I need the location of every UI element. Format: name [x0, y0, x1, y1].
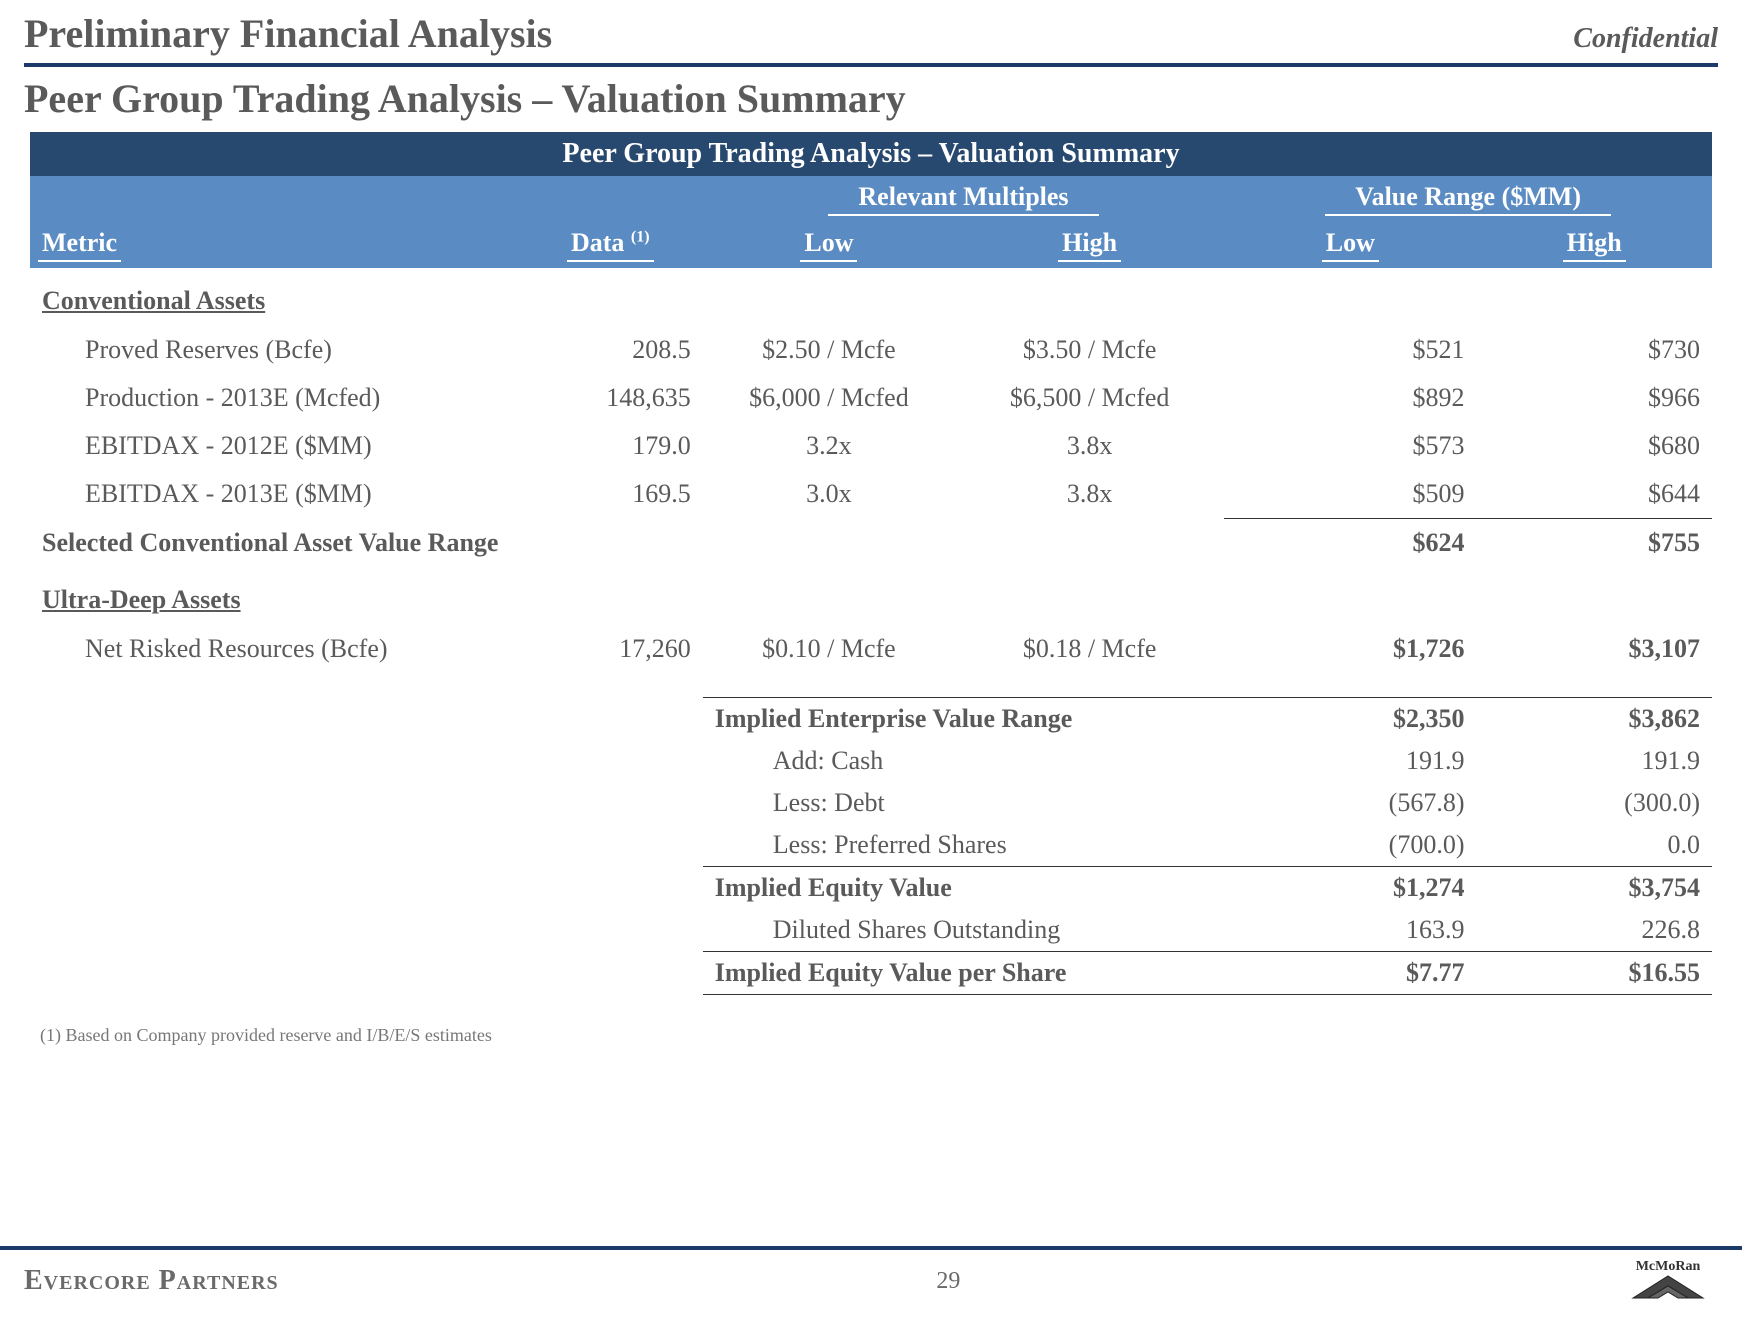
cell-vr-low: $509 [1224, 470, 1476, 519]
summary-label: Less: Debt [703, 782, 1224, 824]
cell-low: $6,000 / Mcfed [703, 374, 955, 422]
cell-vr-high: $680 [1476, 422, 1712, 470]
summary-label: Implied Enterprise Value Range [703, 697, 1224, 740]
col-high: High [1058, 228, 1121, 262]
table-row: EBITDAX - 2013E ($MM)169.53.0x3.8x$509$6… [30, 470, 1712, 519]
cell-low: $2.50 / Mcfe [703, 326, 955, 374]
summary-high: (300.0) [1476, 782, 1712, 824]
col-low: Low [800, 228, 857, 262]
summary-low: 191.9 [1224, 740, 1476, 782]
summary-low: $1,274 [1224, 866, 1476, 909]
summary-row: Less: Debt(567.8)(300.0) [30, 782, 1712, 824]
table-row: EBITDAX - 2012E ($MM)179.03.2x3.8x$573$6… [30, 422, 1712, 470]
summary-label: Diluted Shares Outstanding [703, 909, 1224, 952]
table-row: Proved Reserves (Bcfe)208.5$2.50 / Mcfe$… [30, 326, 1712, 374]
table-row: Net Risked Resources (Bcfe)17,260$0.10 /… [30, 625, 1712, 673]
col-metric: Metric [38, 228, 121, 262]
col-data: Data (1) [567, 228, 654, 262]
cell-vr-low: $1,726 [1224, 625, 1476, 673]
cell-high: $6,500 / Mcfed [955, 374, 1224, 422]
col-group-value-range: Value Range ($MM) [1325, 182, 1611, 216]
cell-metric: EBITDAX - 2012E ($MM) [30, 422, 518, 470]
cell-data: 148,635 [518, 374, 703, 422]
cell-low: $0.10 / Mcfe [703, 625, 955, 673]
cell-vr-high: $966 [1476, 374, 1712, 422]
cell-vr-high: $730 [1476, 326, 1712, 374]
cell-vr-low: $573 [1224, 422, 1476, 470]
cell-metric: Net Risked Resources (Bcfe) [30, 625, 518, 673]
cell-data: 17,260 [518, 625, 703, 673]
summary-low: 163.9 [1224, 909, 1476, 952]
footnote: (1) Based on Company provided reserve an… [20, 995, 1722, 1054]
cell-data: 208.5 [518, 326, 703, 374]
cell-high: $0.18 / Mcfe [955, 625, 1224, 673]
section-conventional: Conventional Assets [30, 268, 1712, 326]
col-group-multiples: Relevant Multiples [828, 182, 1098, 216]
col-vr-low: Low [1322, 228, 1379, 262]
summary-row: Implied Equity Value$1,274$3,754 [30, 866, 1712, 909]
header-title: Preliminary Financial Analysis [24, 10, 552, 57]
confidential-label: Confidential [1573, 23, 1718, 55]
cell-low: 3.2x [703, 422, 955, 470]
cell-data: 169.5 [518, 470, 703, 519]
table-row: Production - 2013E (Mcfed)148,635$6,000 … [30, 374, 1712, 422]
page-number: 29 [936, 1268, 960, 1295]
summary-label: Implied Equity Value per Share [703, 951, 1224, 994]
summary-low: (567.8) [1224, 782, 1476, 824]
summary-low: (700.0) [1224, 824, 1476, 867]
summary-row: Implied Enterprise Value Range$2,350$3,8… [30, 697, 1712, 740]
header-col-row: Metric Data (1) Low High Low High [30, 222, 1712, 268]
cell-vr-high: $644 [1476, 470, 1712, 519]
summary-high: $3,754 [1476, 866, 1712, 909]
footer: Evercore Partners 29 McMoRan [0, 1246, 1742, 1306]
summary-high: 226.8 [1476, 909, 1712, 952]
valuation-table: Peer Group Trading Analysis – Valuation … [30, 132, 1712, 995]
header-divider [24, 63, 1718, 67]
header-row: Preliminary Financial Analysis Confident… [20, 10, 1722, 63]
summary-high: $16.55 [1476, 951, 1712, 994]
col-vr-high: High [1563, 228, 1626, 262]
mcmoran-logo-icon: McMoRan [1618, 1256, 1718, 1306]
summary-low: $2,350 [1224, 697, 1476, 740]
cell-data: 179.0 [518, 422, 703, 470]
cell-metric: Proved Reserves (Bcfe) [30, 326, 518, 374]
summary-high: $3,862 [1476, 697, 1712, 740]
header-group-row: Relevant Multiples Value Range ($MM) [30, 176, 1712, 222]
slide-subtitle: Peer Group Trading Analysis – Valuation … [20, 75, 1722, 122]
summary-high: 191.9 [1476, 740, 1712, 782]
cell-metric: EBITDAX - 2013E ($MM) [30, 470, 518, 519]
cell-metric: Production - 2013E (Mcfed) [30, 374, 518, 422]
cell-high: 3.8x [955, 470, 1224, 519]
cell-high: $3.50 / Mcfe [955, 326, 1224, 374]
summary-row: Less: Preferred Shares(700.0)0.0 [30, 824, 1712, 867]
summary-row: Diluted Shares Outstanding163.9226.8 [30, 909, 1712, 952]
table-banner: Peer Group Trading Analysis – Valuation … [30, 132, 1712, 176]
cell-low: 3.0x [703, 470, 955, 519]
footer-left: Evercore Partners [24, 1265, 279, 1297]
summary-label: Less: Preferred Shares [703, 824, 1224, 867]
conventional-total-row: Selected Conventional Asset Value Range … [30, 519, 1712, 568]
slide: Preliminary Financial Analysis Confident… [0, 0, 1742, 1320]
section-ultra-deep: Ultra-Deep Assets [30, 567, 1712, 625]
data-table: Relevant Multiples Value Range ($MM) Met… [30, 176, 1712, 995]
cell-high: 3.8x [955, 422, 1224, 470]
cell-vr-low: $521 [1224, 326, 1476, 374]
cell-vr-low: $892 [1224, 374, 1476, 422]
svg-text:McMoRan: McMoRan [1636, 1259, 1701, 1274]
summary-row: Implied Equity Value per Share$7.77$16.5… [30, 951, 1712, 994]
summary-row: Add: Cash191.9191.9 [30, 740, 1712, 782]
summary-low: $7.77 [1224, 951, 1476, 994]
cell-vr-high: $3,107 [1476, 625, 1712, 673]
summary-label: Add: Cash [703, 740, 1224, 782]
summary-high: 0.0 [1476, 824, 1712, 867]
summary-label: Implied Equity Value [703, 866, 1224, 909]
